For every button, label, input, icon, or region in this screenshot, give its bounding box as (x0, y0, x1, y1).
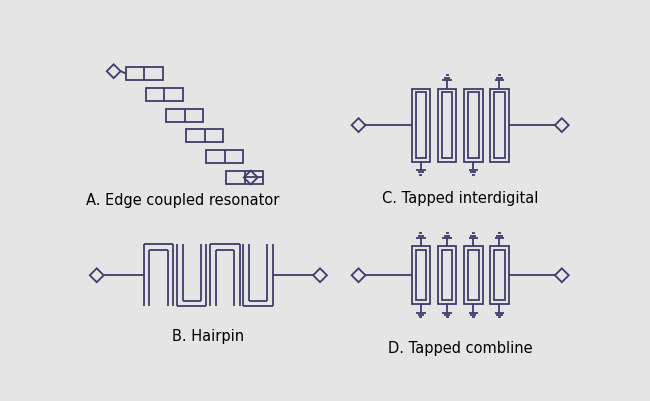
Bar (438, 246, 456, 304)
Bar (415, 92, 426, 158)
Bar (415, 250, 426, 300)
Bar (186, 130, 223, 142)
Bar (166, 109, 203, 122)
Bar (226, 171, 263, 184)
Bar (494, 92, 505, 158)
Bar (411, 89, 430, 162)
Bar (490, 246, 509, 304)
Bar (411, 246, 430, 304)
Bar (494, 250, 505, 300)
Text: B. Hairpin: B. Hairpin (172, 329, 244, 344)
Bar (464, 246, 482, 304)
Bar (464, 89, 482, 162)
Bar (468, 92, 478, 158)
Text: A. Edge coupled resonator: A. Edge coupled resonator (86, 193, 280, 208)
Bar (146, 88, 183, 101)
Bar (438, 89, 456, 162)
Bar (442, 92, 452, 158)
Bar (468, 250, 478, 300)
Text: C. Tapped interdigital: C. Tapped interdigital (382, 190, 538, 206)
Bar (206, 150, 243, 163)
Bar (442, 250, 452, 300)
Bar (490, 89, 509, 162)
Bar (126, 67, 163, 80)
Text: D. Tapped combline: D. Tapped combline (388, 341, 532, 356)
